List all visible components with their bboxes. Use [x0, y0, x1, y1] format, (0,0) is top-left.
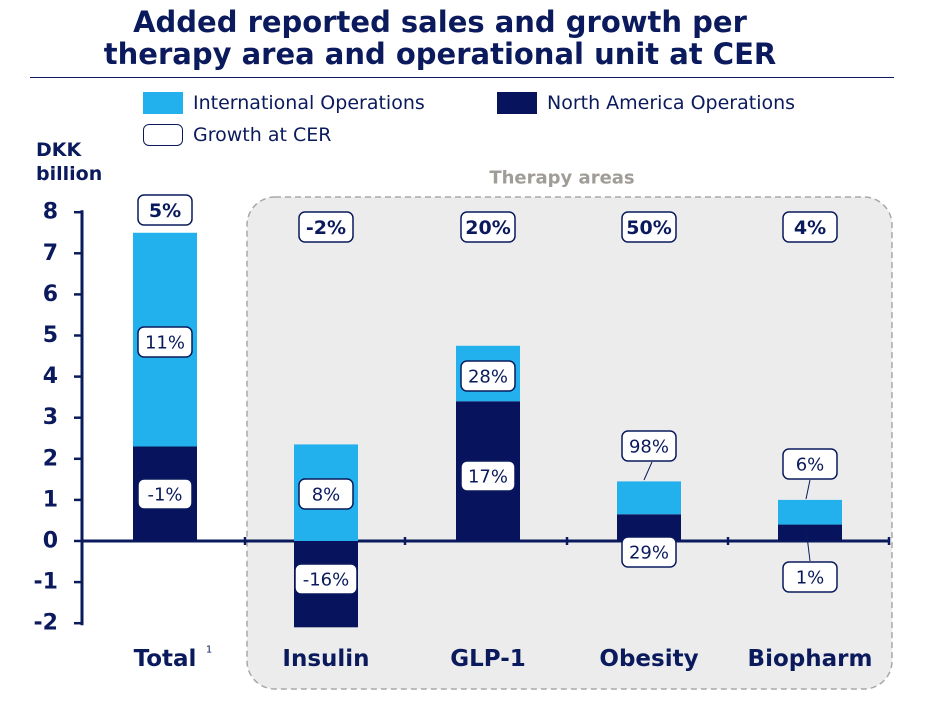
- international-growth-label-box: [298, 478, 354, 510]
- north-america-growth-label: -1%: [147, 485, 182, 506]
- north-america-growth-label-box: [294, 563, 358, 595]
- total-growth-label-box: [298, 211, 354, 243]
- y-tick-label: 5: [43, 323, 58, 348]
- total-growth-label: -2%: [306, 217, 346, 239]
- total-growth-label-box: [460, 211, 516, 243]
- north-america-growth-label-box: [782, 561, 838, 593]
- north-america-growth-label-box: [621, 536, 677, 568]
- legend-label-international: International Operations: [193, 92, 425, 114]
- chart-title: Added reported sales and growth per ther…: [30, 6, 850, 70]
- y-tick-label: -2: [34, 611, 58, 636]
- international-growth-label-box: [782, 448, 838, 480]
- therapy-areas-panel: [246, 196, 893, 690]
- y-tick-label: -1: [34, 570, 58, 595]
- legend-swatch-international: [143, 92, 183, 114]
- x-category-label: Obesity: [599, 646, 698, 672]
- total-growth-label: 5%: [149, 200, 181, 222]
- legend-label-north-america: North America Operations: [547, 92, 796, 114]
- international-growth-label: 28%: [468, 367, 508, 388]
- y-tick-label: 4: [43, 364, 58, 389]
- north-america-growth-label-box: [460, 460, 516, 492]
- legend-swatch-north-america: [497, 92, 537, 114]
- international-growth-label: 6%: [796, 455, 825, 476]
- legend-item-growth: Growth at CER: [143, 124, 331, 146]
- y-tick-label: 8: [43, 200, 58, 225]
- bar-international: [778, 499, 842, 525]
- international-growth-label: 8%: [312, 485, 341, 506]
- therapy-areas-label: Therapy areas: [489, 168, 634, 189]
- x-category-label: GLP-1: [450, 646, 526, 672]
- legend-label-growth: Growth at CER: [193, 124, 332, 146]
- total-growth-label-box: [137, 194, 193, 226]
- international-growth-label-box: [621, 430, 677, 462]
- total-growth-label: 50%: [626, 217, 671, 239]
- international-growth-label: 11%: [145, 333, 185, 354]
- y-axis-label: DKK billion: [36, 139, 103, 185]
- total-growth-label: 4%: [794, 217, 826, 239]
- x-category-label: Insulin: [282, 646, 369, 672]
- international-growth-label-box: [460, 360, 516, 392]
- bar-north-america: [778, 524, 842, 541]
- north-america-growth-label: -16%: [303, 570, 350, 591]
- y-tick-label: 7: [43, 241, 58, 266]
- y-tick-label: 2: [43, 446, 58, 471]
- y-tick-label: 6: [43, 282, 58, 307]
- legend-swatch-growth: [143, 124, 183, 146]
- legend-item-north-america: North America Operations: [497, 92, 795, 114]
- north-america-growth-label: 29%: [629, 543, 669, 564]
- x-category-footnote: 1: [206, 645, 212, 656]
- leader-line: [643, 461, 653, 481]
- international-growth-label-box: [137, 326, 193, 358]
- y-tick-label: 1: [43, 487, 58, 512]
- title-divider: [30, 77, 894, 78]
- north-america-growth-label-box: [137, 478, 193, 510]
- total-growth-label: 20%: [465, 217, 510, 239]
- legend-item-international: International Operations: [143, 92, 425, 114]
- x-category-label: Biopharm: [748, 646, 873, 672]
- international-growth-label: 98%: [629, 437, 669, 458]
- total-growth-label-box: [782, 211, 838, 243]
- north-america-growth-label: 17%: [468, 467, 508, 488]
- leader-line: [805, 479, 811, 500]
- title-line-2: therapy area and operational unit at CER: [103, 37, 777, 71]
- y-tick-label: 3: [43, 405, 58, 430]
- bar-international: [617, 481, 681, 515]
- y-tick-label: 0: [43, 529, 58, 554]
- title-line-1: Added reported sales and growth per: [133, 5, 747, 39]
- north-america-growth-label: 1%: [796, 568, 825, 589]
- leader-line: [805, 527, 811, 562]
- x-category-label: Total: [134, 646, 197, 672]
- total-growth-label-box: [621, 211, 677, 243]
